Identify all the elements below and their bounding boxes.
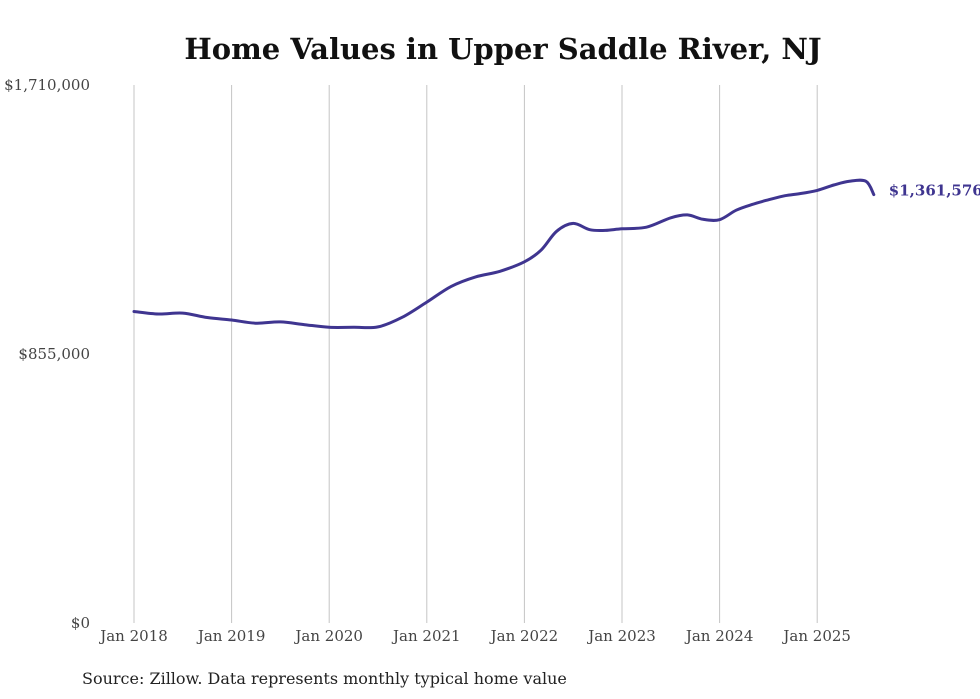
series-line — [132, 178, 876, 330]
source-note: Source: Zillow. Data represents monthly … — [82, 669, 567, 688]
x-tick-label: Jan 2024 — [684, 627, 754, 645]
x-tick-label: Jan 2025 — [781, 627, 851, 645]
y-tick-label: $1,710,000 — [4, 76, 90, 94]
x-tick-label: Jan 2023 — [586, 627, 656, 645]
x-tick-label: Jan 2022 — [489, 627, 559, 645]
x-axis-ticks: Jan 2018 Jan 2019 Jan 2020 Jan 2021 Jan 2022… — [98, 627, 851, 645]
x-tick-label: Jan 2019 — [196, 627, 266, 645]
chart-title: Home Values in Upper Saddle River, NJ — [184, 32, 821, 66]
x-tick-label: Jan 2021 — [391, 627, 461, 645]
y-tick-label: $855,000 — [18, 345, 90, 363]
x-tick-label: Jan 2020 — [293, 627, 363, 645]
end-value-label: $1,361,576 — [889, 182, 980, 200]
y-tick-label: $0 — [71, 614, 90, 632]
gridlines — [133, 85, 818, 623]
y-axis-ticks: $0 $855,000 $1,710,000 — [4, 76, 90, 632]
x-tick-label: Jan 2018 — [98, 627, 168, 645]
